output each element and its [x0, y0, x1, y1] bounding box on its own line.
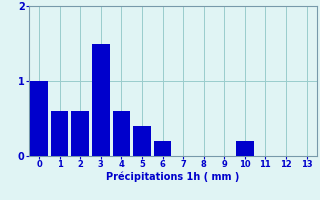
Bar	[51, 111, 68, 156]
Bar	[113, 111, 130, 156]
X-axis label: Précipitations 1h ( mm ): Précipitations 1h ( mm )	[106, 172, 239, 182]
Bar	[236, 141, 253, 156]
Bar	[154, 141, 171, 156]
Bar	[71, 111, 89, 156]
Bar	[30, 81, 48, 156]
Bar	[133, 126, 151, 156]
Bar	[92, 44, 109, 156]
